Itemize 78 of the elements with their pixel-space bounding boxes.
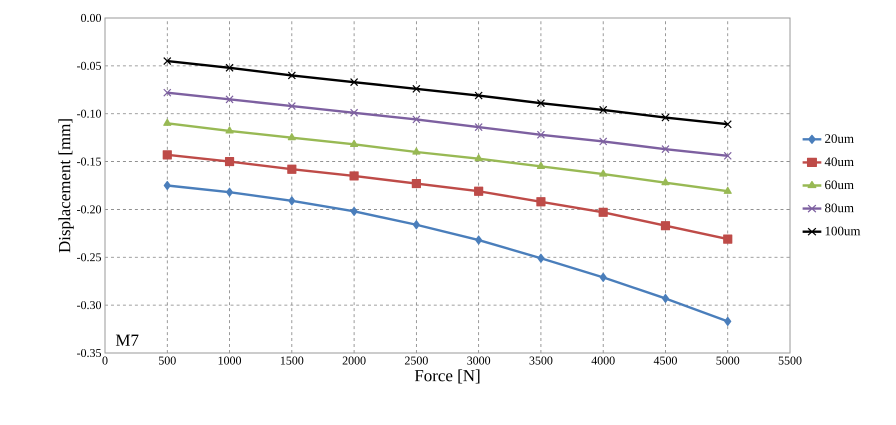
legend-label: 40um: [824, 157, 854, 166]
point: [288, 133, 296, 140]
y-tick-label: -0.10: [77, 110, 102, 118]
point: [724, 120, 732, 128]
x-tick-label: 2500: [404, 356, 428, 365]
x-tick-label: 4000: [591, 356, 615, 365]
x-tick-label: 3500: [530, 356, 552, 365]
y-tick-label: -0.30: [77, 301, 102, 310]
point: [537, 254, 545, 263]
point: [662, 294, 670, 304]
point: [536, 130, 546, 139]
point: [350, 171, 359, 181]
point: [536, 99, 546, 108]
point: [350, 140, 358, 147]
y-tick-label: -0.35: [77, 348, 102, 358]
x-tick-label: 1500: [280, 356, 304, 365]
x-tick-label: 5000: [716, 356, 740, 365]
point: [163, 118, 172, 126]
point: [599, 137, 608, 146]
point: [164, 180, 171, 190]
point: [288, 71, 296, 80]
point: [412, 178, 421, 188]
point: [599, 169, 608, 177]
point: [225, 64, 234, 72]
point: [350, 206, 358, 216]
point: [600, 272, 607, 282]
x-tick-label: 4500: [654, 356, 677, 365]
x-tick-label: 2000: [342, 356, 366, 365]
legend-label: 60um: [825, 180, 854, 190]
x-tick-label: 1000: [218, 356, 242, 365]
point: [163, 56, 172, 66]
y-tick-label: 0.00: [81, 14, 102, 22]
point: [475, 235, 482, 245]
point: [724, 152, 732, 160]
point: [163, 88, 172, 97]
x-axis-title: Force [N]: [414, 369, 480, 384]
point: [474, 186, 484, 196]
point: [536, 162, 545, 169]
point: [661, 113, 670, 122]
annotation: M7: [116, 334, 138, 346]
point: [412, 220, 420, 230]
point: [350, 78, 358, 86]
y-axis-title: Displacement [mm]: [58, 119, 74, 253]
point: [724, 186, 732, 194]
legend-label: 20um: [825, 134, 854, 143]
point: [474, 91, 483, 100]
point: [724, 316, 732, 326]
point: [661, 178, 670, 186]
point: [598, 208, 608, 217]
y-tick-label: -0.15: [77, 158, 102, 166]
point: [599, 106, 608, 114]
point: [474, 122, 483, 132]
point: [350, 108, 358, 117]
point: [723, 234, 732, 244]
y-tick-label: -0.05: [77, 62, 102, 70]
point: [224, 156, 234, 166]
point: [412, 147, 420, 155]
x-tick-label: 500: [159, 356, 176, 365]
point: [474, 154, 483, 162]
point: [162, 150, 172, 160]
point: [660, 221, 670, 230]
point: [288, 196, 296, 206]
point: [288, 102, 296, 110]
x-tick-label: 3000: [467, 356, 490, 365]
point: [412, 84, 421, 93]
point: [412, 115, 421, 124]
legend-label: 80um: [825, 204, 854, 212]
y-tick-label: -0.25: [77, 253, 102, 262]
point: [226, 188, 234, 197]
point: [225, 126, 234, 134]
x-tick-label: 5500: [778, 356, 802, 365]
y-tick-label: -0.20: [77, 205, 102, 214]
x-tick-label: 0: [102, 356, 108, 365]
point: [536, 197, 546, 206]
legend-label: 100um: [826, 226, 860, 236]
point: [287, 164, 296, 174]
point: [661, 144, 670, 154]
point: [225, 95, 234, 104]
